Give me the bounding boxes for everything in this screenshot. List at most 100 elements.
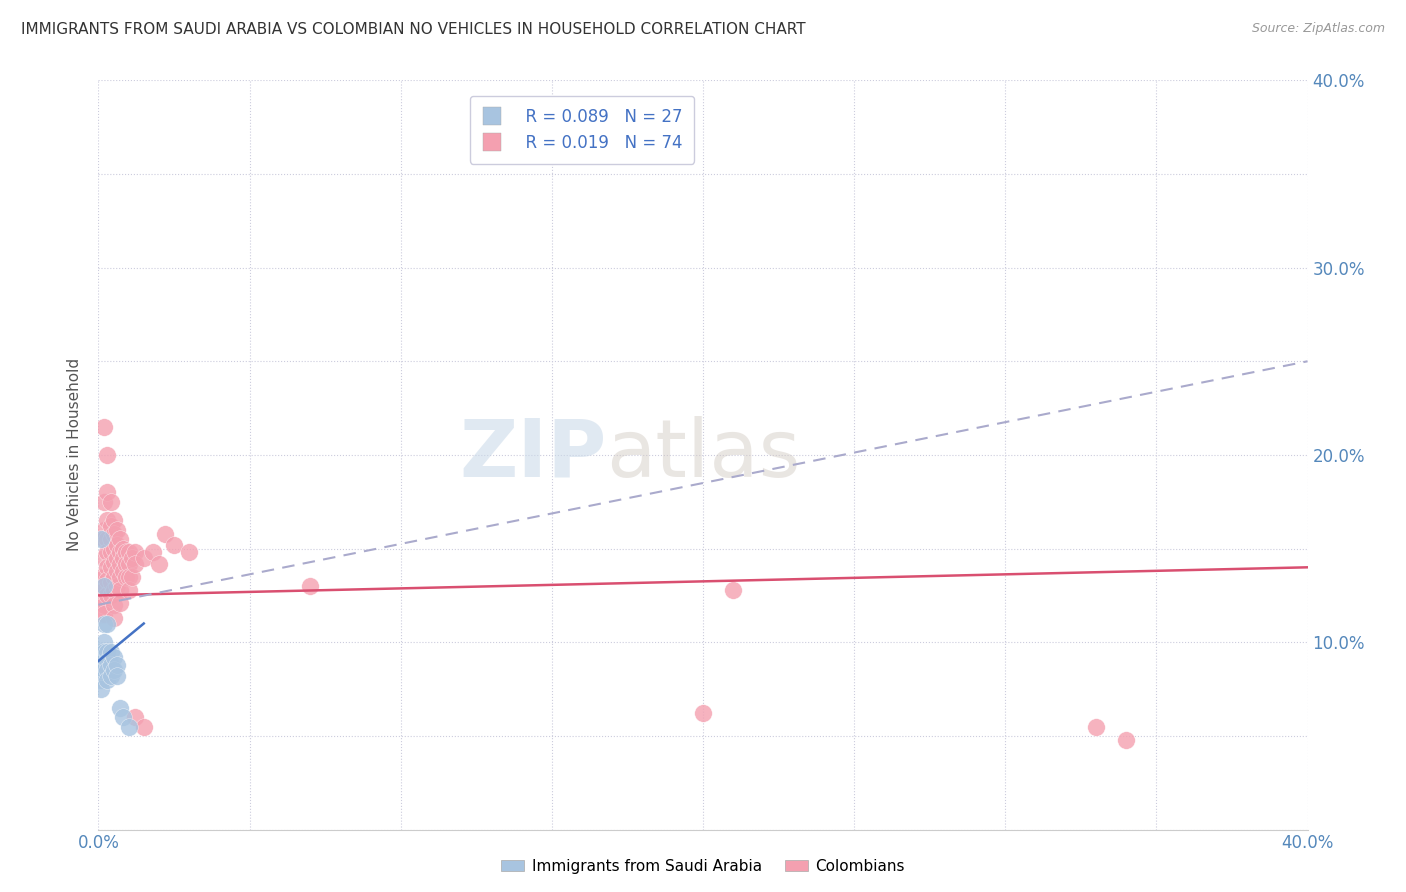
Point [153, 526, 176, 541]
Point [111, 710, 134, 724]
Point [108, 532, 131, 546]
Point [105, 564, 128, 578]
Point [118, 545, 141, 559]
Point [96, 589, 118, 603]
Point [105, 538, 128, 552]
Point [96, 654, 118, 668]
Point [108, 570, 131, 584]
Point [105, 657, 128, 672]
Point [93, 598, 115, 612]
Point [90, 644, 112, 658]
Point [100, 560, 122, 574]
Point [124, 710, 146, 724]
Point [723, 582, 745, 597]
Point [118, 557, 141, 571]
Point [114, 557, 136, 571]
Point [96, 448, 118, 462]
Point [100, 657, 122, 672]
Text: atlas: atlas [606, 416, 800, 494]
Point [103, 570, 125, 584]
Point [93, 494, 115, 508]
Point [111, 564, 134, 578]
Point [108, 582, 131, 597]
Point [132, 551, 155, 566]
Point [105, 551, 128, 566]
Point [103, 555, 125, 569]
Point [692, 706, 714, 721]
Point [93, 551, 115, 566]
Y-axis label: No Vehicles in Household: No Vehicles in Household [67, 359, 83, 551]
Point [108, 557, 131, 571]
Point [103, 582, 125, 597]
Point [179, 545, 201, 559]
Point [100, 532, 122, 546]
Point [103, 541, 125, 556]
Point [93, 582, 115, 597]
Point [103, 598, 125, 612]
Point [105, 523, 128, 537]
Point [103, 650, 125, 665]
Point [93, 635, 115, 649]
Text: Source: ZipAtlas.com: Source: ZipAtlas.com [1251, 22, 1385, 36]
Legend:   R = 0.089   N = 27,   R = 0.019   N = 74: R = 0.089 N = 27, R = 0.019 N = 74 [470, 96, 695, 164]
Point [105, 669, 128, 683]
Point [93, 654, 115, 668]
Point [103, 611, 125, 625]
Point [103, 664, 125, 678]
Point [93, 570, 115, 584]
Point [90, 582, 112, 597]
Point [96, 545, 118, 559]
Point [111, 541, 134, 556]
Point [93, 616, 115, 631]
Point [96, 644, 118, 658]
Point [96, 664, 118, 678]
Point [105, 579, 128, 593]
Legend: Immigrants from Saudi Arabia, Colombians: Immigrants from Saudi Arabia, Colombians [495, 853, 911, 880]
Point [90, 654, 112, 668]
Point [299, 579, 322, 593]
Point [108, 701, 131, 715]
Point [121, 551, 143, 566]
Point [100, 669, 122, 683]
Point [124, 557, 146, 571]
Point [90, 682, 112, 697]
Point [93, 607, 115, 621]
Point [90, 673, 112, 687]
Point [90, 594, 112, 608]
Point [90, 664, 112, 678]
Point [96, 560, 118, 574]
Point [103, 514, 125, 528]
Point [90, 570, 112, 584]
Point [93, 664, 115, 678]
Point [121, 570, 143, 584]
Point [100, 589, 122, 603]
Point [96, 673, 118, 687]
Point [96, 485, 118, 500]
Point [100, 644, 122, 658]
Point [103, 526, 125, 541]
Text: IMMIGRANTS FROM SAUDI ARABIA VS COLOMBIAN NO VEHICLES IN HOUSEHOLD CORRELATION C: IMMIGRANTS FROM SAUDI ARABIA VS COLOMBIA… [21, 22, 806, 37]
Point [93, 532, 115, 546]
Point [93, 579, 115, 593]
Point [114, 545, 136, 559]
Point [111, 551, 134, 566]
Point [93, 420, 115, 434]
Point [118, 719, 141, 733]
Point [108, 545, 131, 559]
Point [1115, 732, 1137, 747]
Point [96, 514, 118, 528]
Point [96, 616, 118, 631]
Point [124, 545, 146, 559]
Point [90, 607, 112, 621]
Point [118, 582, 141, 597]
Point [142, 545, 165, 559]
Point [100, 575, 122, 590]
Point [96, 532, 118, 546]
Point [96, 574, 118, 588]
Point [90, 532, 112, 546]
Point [93, 523, 115, 537]
Point [100, 545, 122, 559]
Point [114, 570, 136, 584]
Point [100, 519, 122, 533]
Point [118, 570, 141, 584]
